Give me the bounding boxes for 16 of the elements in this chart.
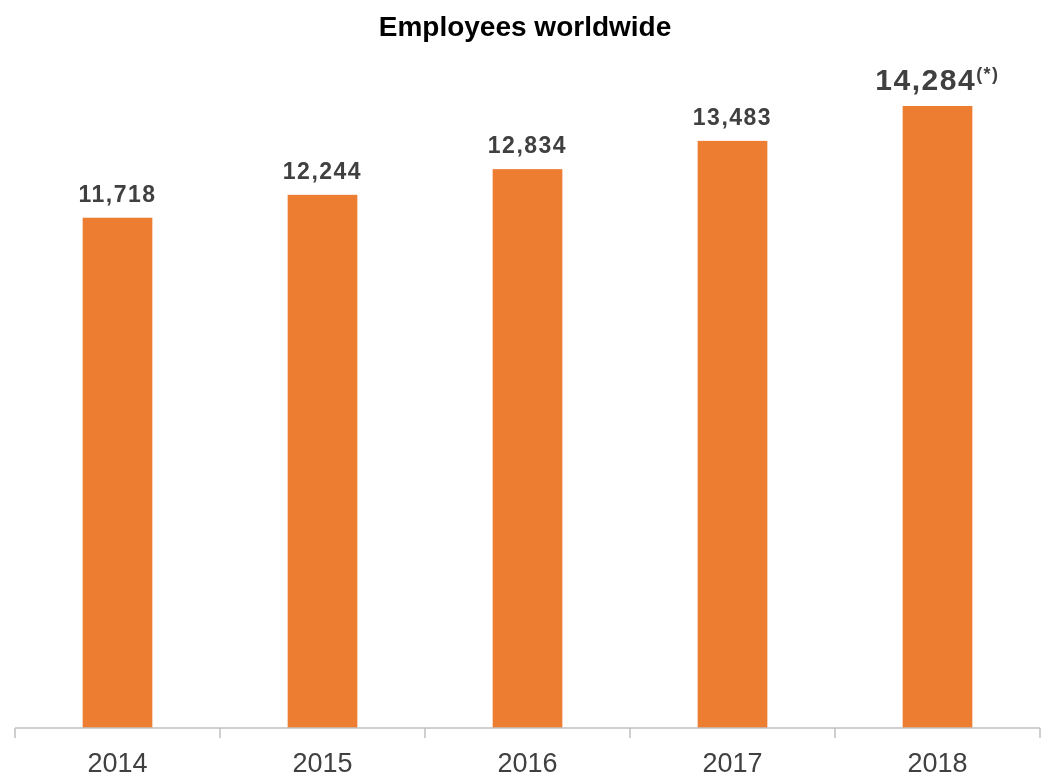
bar: [82, 217, 153, 728]
data-label: 14,284$^{(*)}$: [875, 63, 1000, 96]
bar: [287, 194, 358, 728]
bar: [492, 169, 563, 728]
data-label: 13,483: [692, 103, 773, 130]
data-label: 11,718: [78, 180, 157, 207]
bar: [697, 140, 768, 728]
x-tick-label: 2018: [907, 748, 968, 778]
x-tick-label: 2016: [497, 748, 558, 778]
x-tick-label: 2017: [702, 748, 763, 778]
data-label: 12,244: [282, 157, 363, 184]
x-tick-label: 2015: [292, 748, 353, 778]
x-tick-label: 2014: [87, 748, 148, 778]
bar: [902, 106, 973, 728]
data-label: 12,834: [487, 132, 568, 159]
chart-title: Employees worldwide: [378, 11, 672, 42]
